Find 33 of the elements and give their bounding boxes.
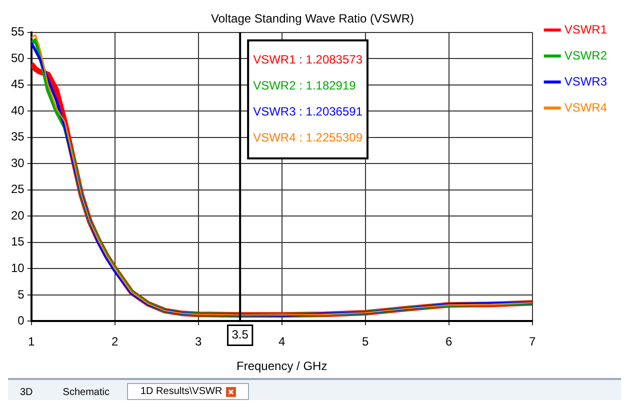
x-tick-label: 5 [362, 334, 369, 349]
x-tick-label: 6 [445, 334, 452, 349]
ref-line-label: 3.5 [232, 328, 249, 342]
y-tick-label: 50 [10, 50, 25, 65]
x-tick-label: 7 [528, 334, 536, 349]
y-tick-label: 15 [10, 234, 25, 249]
x-tick-label: 4 [278, 334, 286, 349]
x-tick-label: 2 [112, 334, 118, 349]
y-tick-label: 5 [18, 287, 25, 302]
annotation: VSWR4 : 1.2255309 [253, 130, 363, 145]
x-tick-label: 3 [194, 334, 202, 349]
y-tick-label: 30 [10, 156, 25, 170]
text: Schematic [62, 387, 110, 398]
y-tick-label: 0 [18, 314, 25, 328]
y-tick-label: 25 [10, 182, 25, 196]
y-tick-label: 40 [10, 103, 25, 118]
annotation: VSWR3 : 1.2036591 [253, 104, 363, 119]
legend-label: VSWR4 [564, 100, 608, 114]
x-axis-title: Frequency / GHz [236, 359, 328, 374]
legend-label: VSWR2 [564, 48, 608, 62]
y-tick-label: 45 [10, 77, 25, 92]
y-tick-label: 10 [10, 261, 25, 276]
text: 3D [20, 387, 33, 398]
x-tick-label: 1 [28, 334, 36, 349]
text: 1D Results\VSWR [140, 386, 222, 397]
legend-label: VSWR3 [564, 74, 608, 88]
legend-label: VSWR1 [564, 22, 608, 36]
annotation: VSWR1 : 1.2083573 [253, 52, 363, 67]
annotation: VSWR2 : 1.182919 [253, 78, 356, 93]
y-tick-label: 20 [10, 208, 25, 222]
y-tick-label: 55 [10, 24, 25, 39]
chart-title: Voltage Standing Wave Ratio (VSWR) [211, 12, 414, 26]
y-tick-label: 35 [10, 130, 25, 144]
